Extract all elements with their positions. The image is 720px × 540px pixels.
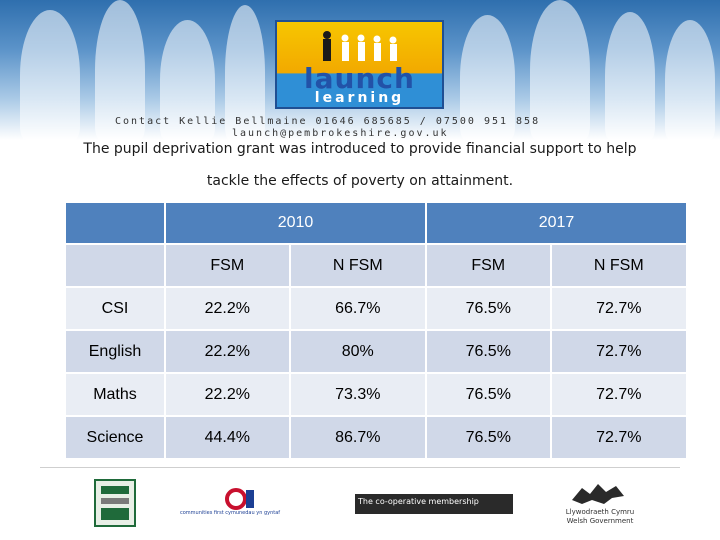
table-cell: 72.7% — [551, 417, 686, 458]
table-cell: 86.7% — [290, 417, 425, 458]
table-cell: 22.2% — [166, 331, 289, 372]
silhouette-figure — [20, 10, 80, 140]
crest-logo-icon — [94, 479, 136, 527]
row-label: Maths — [66, 374, 164, 415]
table-cell: 76.5% — [426, 374, 550, 415]
header-banner: launch learning — [0, 0, 720, 140]
column-header: FSM — [166, 245, 289, 286]
table-cell: 80% — [290, 331, 425, 372]
co-operative-text: The co-operative membership — [358, 497, 479, 506]
header-blank-cell — [66, 203, 164, 243]
attainment-table: 2010 2017 FSM N FSM FSM N FSM CSI 22.2% … — [64, 201, 688, 460]
communities-first-logo: communities first cymunedau yn gyntaf — [180, 488, 320, 518]
header-blank-cell — [66, 245, 164, 286]
silhouette-figure — [460, 15, 515, 140]
table-row: CSI 22.2% 66.7% 76.5% 72.7% — [66, 288, 686, 329]
column-header: N FSM — [551, 245, 686, 286]
silhouette-figure — [225, 5, 265, 140]
table-row: English 22.2% 80% 76.5% 72.7% — [66, 331, 686, 372]
footer-divider — [40, 467, 680, 468]
year-header-2010: 2010 — [166, 203, 425, 243]
column-header: N FSM — [290, 245, 425, 286]
communities-first-text: communities first cymunedau yn gyntaf — [180, 510, 281, 516]
table-cell: 66.7% — [290, 288, 425, 329]
row-label: CSI — [66, 288, 164, 329]
welsh-gov-text-en: Welsh Government — [566, 517, 634, 525]
table-cell: 73.3% — [290, 374, 425, 415]
logo-subtitle: learning — [314, 90, 405, 106]
launch-logo: launch learning — [275, 20, 444, 109]
table-cell: 76.5% — [426, 288, 550, 329]
table-row: Science 44.4% 86.7% 76.5% 72.7% — [66, 417, 686, 458]
contact-line: Contact Kellie Bellmaine 01646 685685 / … — [115, 116, 541, 127]
contact-email: launch@pembrokeshire.gov.uk — [232, 128, 449, 139]
dragon-icon — [572, 484, 624, 504]
table-cell: 22.2% — [166, 288, 289, 329]
table-cell: 72.7% — [551, 374, 686, 415]
silhouette-figure — [605, 12, 655, 140]
silhouette-figure — [160, 20, 215, 140]
table-row: Maths 22.2% 73.3% 76.5% 72.7% — [66, 374, 686, 415]
row-label: Science — [66, 417, 164, 458]
table-cell: 22.2% — [166, 374, 289, 415]
welsh-government-logo: Llywodraeth Cymru Welsh Government — [560, 480, 640, 526]
table-cell: 76.5% — [426, 331, 550, 372]
column-header-row: FSM N FSM FSM N FSM — [66, 245, 686, 286]
year-header-2017: 2017 — [426, 203, 686, 243]
communities-first-icon — [225, 488, 254, 510]
table-cell: 44.4% — [166, 417, 289, 458]
silhouette-figure — [530, 0, 590, 140]
people-icon — [323, 31, 397, 61]
silhouette-figure — [665, 20, 715, 140]
column-header: FSM — [426, 245, 550, 286]
welsh-gov-text-cy: Llywodraeth Cymru — [565, 508, 635, 516]
table-cell: 72.7% — [551, 331, 686, 372]
silhouette-figure — [95, 0, 145, 140]
co-operative-logo: The co-operative membership — [355, 494, 513, 514]
logo-wordmark: launch — [304, 62, 415, 95]
intro-text-line1: The pupil deprivation grant was introduc… — [83, 141, 637, 157]
table-cell: 76.5% — [426, 417, 550, 458]
row-label: English — [66, 331, 164, 372]
table-cell: 72.7% — [551, 288, 686, 329]
intro-text-line2: tackle the effects of poverty on attainm… — [206, 173, 514, 189]
